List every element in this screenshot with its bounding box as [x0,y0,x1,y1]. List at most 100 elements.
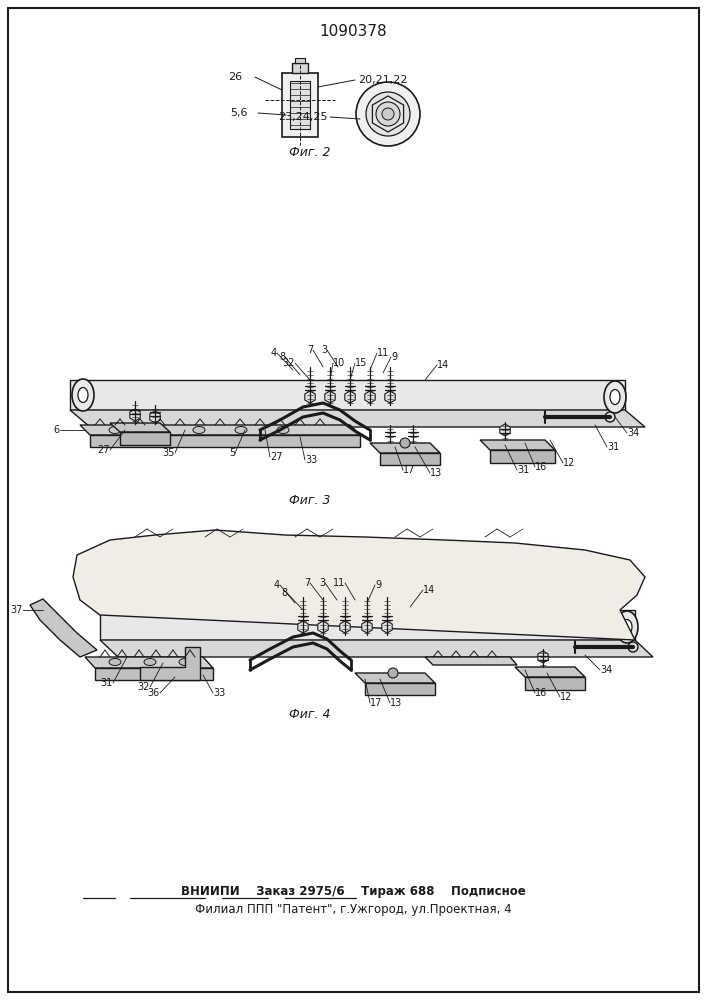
Ellipse shape [78,387,88,402]
Text: 10: 10 [333,358,345,368]
Polygon shape [73,530,645,640]
Polygon shape [382,621,392,633]
Text: 9: 9 [375,580,381,590]
Circle shape [400,438,410,448]
Text: Фиг. 3: Фиг. 3 [289,493,331,506]
Ellipse shape [151,426,163,434]
Ellipse shape [604,381,626,413]
Circle shape [605,412,615,422]
Text: 17: 17 [370,698,382,708]
Text: 36: 36 [148,688,160,698]
Polygon shape [362,621,372,633]
Bar [290,81,310,129]
Text: 35: 35 [163,448,175,458]
Text: 4: 4 [274,580,280,590]
Text: 32: 32 [138,682,150,692]
Bar [282,73,318,137]
Text: Фиг. 2: Фиг. 2 [289,145,331,158]
Circle shape [366,92,410,136]
Text: 4: 4 [271,348,277,358]
Polygon shape [80,425,360,435]
Circle shape [382,108,394,120]
Text: 34: 34 [627,428,639,438]
Text: ВНИИПИ    Заказ 2975/6    Тираж 688    Подписное: ВНИИПИ Заказ 2975/6 Тираж 688 Подписное [180,886,525,898]
Text: 16: 16 [535,462,547,472]
Text: 27: 27 [98,445,110,455]
Text: 14: 14 [423,585,436,595]
Polygon shape [110,423,170,432]
Polygon shape [385,391,395,403]
Text: 37: 37 [11,605,23,615]
Polygon shape [70,410,645,427]
Ellipse shape [144,658,156,666]
Text: 3: 3 [319,578,325,588]
Text: 14: 14 [437,360,449,370]
Polygon shape [30,599,97,657]
Text: 6: 6 [54,425,60,435]
Text: 8: 8 [279,352,285,362]
Polygon shape [305,391,315,403]
Polygon shape [100,640,653,657]
Text: 23,24,25: 23,24,25 [278,112,327,122]
Ellipse shape [235,426,247,434]
Polygon shape [365,683,435,695]
Ellipse shape [193,426,205,434]
Polygon shape [150,411,160,423]
Polygon shape [130,409,140,421]
Polygon shape [318,621,328,633]
Polygon shape [85,657,213,668]
Polygon shape [490,450,555,463]
Ellipse shape [72,379,94,411]
Ellipse shape [277,426,289,434]
Polygon shape [345,391,355,403]
Ellipse shape [622,619,632,635]
Text: 9: 9 [391,352,397,362]
Text: 11: 11 [333,578,345,588]
Text: 5: 5 [229,448,235,458]
Polygon shape [515,667,585,677]
Polygon shape [525,677,585,690]
Polygon shape [340,621,350,633]
Text: 33: 33 [213,688,226,698]
Text: 11: 11 [377,348,390,358]
Text: 12: 12 [563,458,575,468]
Polygon shape [90,435,360,447]
Polygon shape [298,621,308,633]
Text: 32: 32 [283,358,295,368]
Text: 31: 31 [101,678,113,688]
Polygon shape [95,668,213,680]
Bar [292,63,308,73]
Polygon shape [380,453,440,465]
Polygon shape [70,380,625,410]
Polygon shape [325,391,335,403]
Ellipse shape [616,611,638,643]
Text: 7: 7 [307,345,313,355]
Text: 1090378: 1090378 [319,24,387,39]
Text: 31: 31 [607,442,619,452]
Circle shape [356,82,420,146]
Text: 13: 13 [390,698,402,708]
Polygon shape [140,647,200,680]
Polygon shape [355,673,435,683]
Circle shape [376,102,400,126]
Polygon shape [538,651,548,663]
Text: Фиг. 4: Фиг. 4 [289,708,331,722]
Ellipse shape [109,426,121,434]
Text: 7: 7 [304,578,310,588]
Text: 3: 3 [321,345,327,355]
Bar [295,58,305,63]
Text: 26: 26 [228,72,242,82]
Ellipse shape [179,658,191,666]
Text: 15: 15 [355,358,368,368]
Text: 12: 12 [560,692,573,702]
Polygon shape [480,440,555,450]
Polygon shape [120,432,170,445]
Text: 33: 33 [305,455,317,465]
Text: 17: 17 [403,465,416,475]
Text: 34: 34 [600,665,612,675]
Text: 13: 13 [430,468,443,478]
Ellipse shape [610,389,620,404]
Text: 16: 16 [535,688,547,698]
Polygon shape [500,424,510,436]
Ellipse shape [109,658,121,666]
